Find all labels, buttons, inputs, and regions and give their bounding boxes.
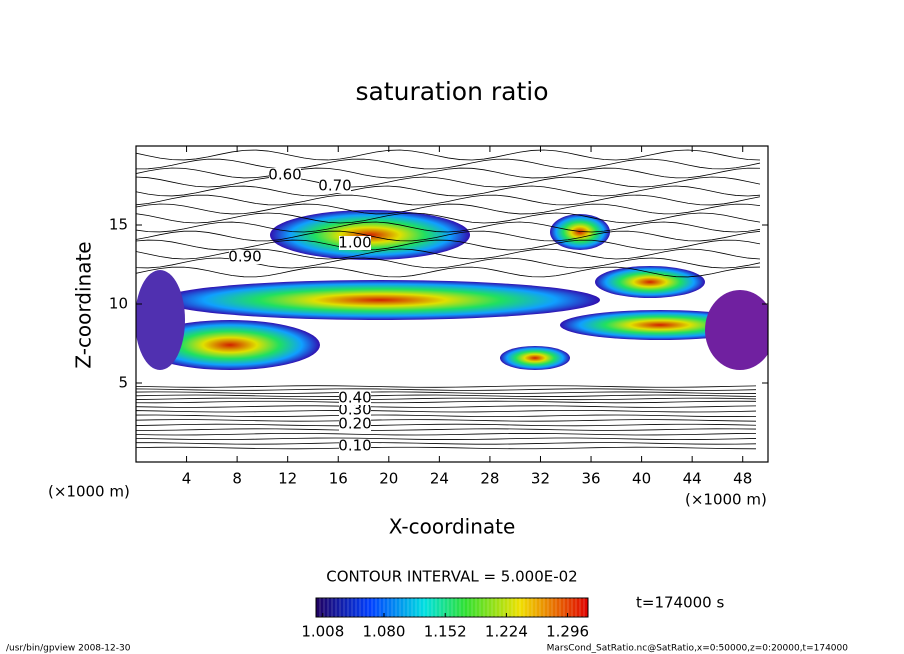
contour-line [136, 176, 761, 188]
x-tick-label: 48 [733, 470, 752, 488]
colorbar-tick-label: 1.224 [485, 623, 528, 641]
contour-line [136, 203, 761, 215]
contour-line [136, 397, 757, 401]
contour-line [136, 385, 757, 388]
contour-label-bg [339, 403, 371, 417]
x-tick-label: 24 [430, 470, 449, 488]
y-axis-label: Z-coordinate [72, 241, 96, 368]
contour-line [136, 266, 761, 278]
contour-line [136, 167, 761, 179]
contour-label: 0.40 [338, 389, 371, 407]
colorbar-tick-label: 1.152 [424, 623, 467, 641]
contour-line [136, 221, 761, 233]
x-unit-label: (×1000 m) [685, 491, 767, 509]
contour-line [136, 230, 761, 242]
contour-label: 0.10 [338, 437, 371, 455]
contour-line [136, 239, 761, 251]
contour-label: 0.20 [338, 415, 371, 433]
x-tick-label: 28 [480, 470, 499, 488]
contour-label: 0.60 [268, 166, 301, 184]
x-unit-label: (×1000 m) [48, 483, 130, 501]
contour-line [136, 432, 757, 436]
shade [140, 320, 320, 370]
contour-label-bg [269, 168, 301, 182]
time-label: t=174000 s [636, 594, 724, 612]
x-tick-label: 16 [329, 470, 348, 488]
footer-left: /usr/bin/gpview 2008-12-30 [6, 644, 131, 654]
x-tick-label: 20 [379, 470, 398, 488]
contour-line [136, 437, 757, 441]
contour-line [136, 423, 757, 427]
contour-line [136, 158, 761, 170]
contour-label: 0.90 [228, 248, 261, 266]
chart-title: saturation ratio [355, 77, 548, 106]
colorbar-tick-label: 1.008 [301, 623, 344, 641]
x-tick-label: 36 [581, 470, 600, 488]
x-axis-label: X-coordinate [389, 515, 516, 539]
field [136, 149, 768, 450]
contour-line [136, 446, 757, 450]
contour-interval: CONTOUR INTERVAL = 5.000E-02 [326, 568, 577, 586]
contour-line [136, 185, 761, 197]
shade [160, 280, 600, 320]
contour-line [136, 400, 757, 404]
x-tick-label: 4 [182, 470, 192, 488]
contour-line [136, 405, 757, 408]
contour-label-bg [339, 391, 371, 405]
contour-line [136, 409, 757, 413]
shade [705, 290, 768, 370]
x-tick-label: 8 [232, 470, 242, 488]
x-tick-label: 12 [278, 470, 297, 488]
x-tick-label: 44 [683, 470, 702, 488]
colorbar [315, 597, 589, 618]
contour-label-bg [339, 236, 371, 250]
shade [136, 270, 185, 370]
contour-line [136, 419, 757, 422]
contour-line [136, 194, 761, 206]
x-tick-label: 40 [632, 470, 651, 488]
contour-line [136, 212, 761, 224]
colorbar-tick-label: 1.296 [546, 623, 589, 641]
x-tick-label: 32 [531, 470, 550, 488]
contour-label-bg [319, 179, 351, 193]
contour-line [136, 388, 757, 391]
contour-line [136, 394, 757, 397]
shade [595, 266, 705, 298]
contour-label-bg [339, 439, 371, 453]
contour-line [136, 149, 761, 161]
contour-label-bg [339, 417, 371, 431]
shade [270, 210, 470, 260]
contour-line [136, 414, 757, 418]
contour-label: 0.70 [318, 177, 351, 195]
contour-line [136, 428, 757, 431]
colorbar-tick-label: 1.080 [363, 623, 406, 641]
contour-line [136, 391, 757, 394]
footer-right: MarsCond_SatRatio.nc@SatRatio,x=0:50000,… [547, 644, 849, 654]
contour-label: 1.00 [338, 234, 371, 252]
y-tick-label: 15 [109, 216, 128, 234]
y-tick-label: 5 [118, 374, 128, 392]
contour-line [136, 442, 757, 445]
contour-label-bg [229, 250, 261, 264]
shade [500, 346, 570, 370]
y-tick-label: 10 [109, 295, 128, 313]
